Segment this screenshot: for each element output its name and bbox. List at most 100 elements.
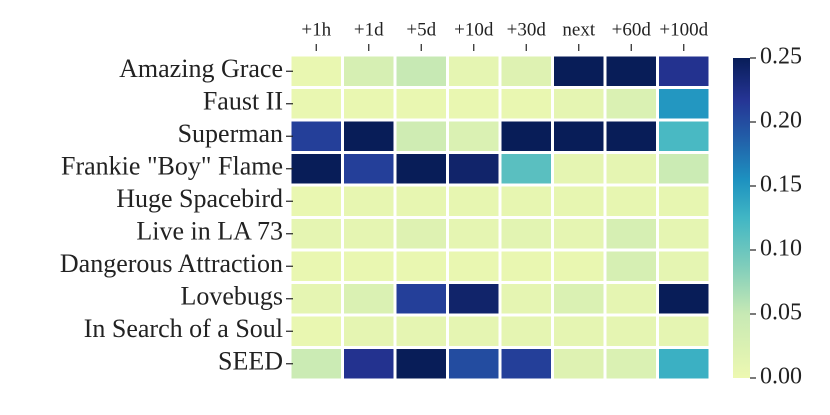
heatmap-cell	[288, 53, 344, 89]
heatmap-cell	[446, 86, 502, 122]
heatmap-cell	[551, 281, 607, 317]
heatmap-cell	[446, 216, 502, 252]
heatmap-cell	[551, 183, 607, 219]
x-tick-label: +5d	[406, 19, 436, 40]
heatmap-cell	[551, 86, 607, 122]
heatmap-cell	[446, 151, 502, 187]
heatmap-cell	[656, 118, 712, 154]
heatmap-cell	[603, 346, 659, 382]
y-tick-label: Live in LA 73	[136, 217, 283, 246]
heatmap-cell	[498, 53, 554, 89]
heatmap-cell	[603, 313, 659, 349]
heatmap-cell	[656, 151, 712, 187]
colorbar-tick-label: 0.10	[760, 236, 802, 262]
heatmap-cell	[551, 118, 607, 154]
heatmap-cell	[498, 248, 554, 284]
heatmap-cell	[498, 313, 554, 349]
heatmap-cell	[446, 313, 502, 349]
heatmap-cell	[341, 248, 397, 284]
y-tick-label: Lovebugs	[180, 282, 283, 311]
y-tick-label: Amazing Grace	[119, 54, 283, 83]
x-tick-label: +100d	[659, 19, 708, 40]
x-tick-label: next	[562, 19, 595, 40]
heatmap-cell	[288, 313, 344, 349]
heatmap-cell	[288, 346, 344, 382]
heatmap-cell	[341, 53, 397, 89]
heatmap-cell	[603, 216, 659, 252]
heatmap-cell	[498, 216, 554, 252]
y-tick-label: Huge Spacebird	[116, 184, 283, 213]
y-tick-label: Frankie "Boy" Flame	[61, 152, 283, 181]
y-tick-label: SEED	[218, 347, 283, 376]
heatmap-cell	[393, 86, 449, 122]
colorbar-tick-label: 0.15	[760, 172, 802, 198]
heatmap-cell	[393, 151, 449, 187]
heatmap-cell	[288, 248, 344, 284]
heatmap-cell	[393, 248, 449, 284]
heatmap-cell	[288, 86, 344, 122]
heatmap-cell	[603, 86, 659, 122]
heatmap-cell	[288, 118, 344, 154]
heatmap-cell	[341, 183, 397, 219]
heatmap-cell	[341, 151, 397, 187]
y-tick-label: Faust II	[203, 87, 283, 116]
heatmap-cell	[551, 53, 607, 89]
colorbar	[733, 58, 750, 378]
heatmap-cell	[551, 151, 607, 187]
y-tick-label: In Search of a Soul	[84, 314, 283, 343]
colorbar-tick-label: 0.25	[760, 44, 802, 70]
x-tick-label: +30d	[507, 19, 547, 40]
heatmap-cell	[393, 313, 449, 349]
x-tick-label: +1h	[301, 19, 331, 40]
heatmap-cell	[603, 281, 659, 317]
heatmap-cell	[446, 346, 502, 382]
heatmap-cell	[656, 346, 712, 382]
colorbar-tick-label: 0.05	[760, 300, 802, 326]
heatmap-cell	[446, 183, 502, 219]
heatmap-cell	[551, 216, 607, 252]
heatmap-cell	[656, 86, 712, 122]
heatmap-cell	[656, 281, 712, 317]
heatmap-cell	[498, 281, 554, 317]
heatmap-cell	[288, 281, 344, 317]
heatmap-cell	[341, 216, 397, 252]
y-tick-label: Dangerous Attraction	[60, 249, 283, 278]
heatmap-cell	[393, 183, 449, 219]
heatmap-cell	[393, 281, 449, 317]
heatmap-cell	[498, 183, 554, 219]
x-tick-label: +60d	[612, 19, 652, 40]
heatmap-cell	[551, 248, 607, 284]
heatmap-cell	[656, 216, 712, 252]
heatmap-cell	[393, 118, 449, 154]
heatmap-cell	[288, 183, 344, 219]
heatmap-cell	[498, 86, 554, 122]
heatmap-cell	[446, 281, 502, 317]
x-tick-label: +10d	[454, 19, 494, 40]
heatmap-cell	[656, 313, 712, 349]
heatmap-cell	[288, 216, 344, 252]
heatmap-cell	[341, 118, 397, 154]
heatmap-cell	[656, 183, 712, 219]
heatmap-cell	[393, 216, 449, 252]
heatmap-cell	[393, 346, 449, 382]
heatmap-cell	[603, 248, 659, 284]
heatmap-cell	[603, 118, 659, 154]
heatmap-cell	[498, 118, 554, 154]
heatmap-cell	[498, 346, 554, 382]
heatmap-cell	[341, 86, 397, 122]
colorbar-tick-label: 0.20	[760, 108, 802, 134]
heatmap-cell	[603, 183, 659, 219]
heatmap-cell	[656, 248, 712, 284]
heatmap-cell	[341, 313, 397, 349]
heatmap-cell	[603, 53, 659, 89]
y-tick-label: Superman	[178, 119, 283, 148]
heatmap-cell	[341, 346, 397, 382]
heatmap-cell	[446, 118, 502, 154]
heatmap-cell	[551, 346, 607, 382]
x-tick-label: +1d	[354, 19, 384, 40]
heatmap-cell	[551, 313, 607, 349]
heatmap-cell	[288, 151, 344, 187]
heatmap-cell	[393, 53, 449, 89]
heatmap-cell	[446, 53, 502, 89]
